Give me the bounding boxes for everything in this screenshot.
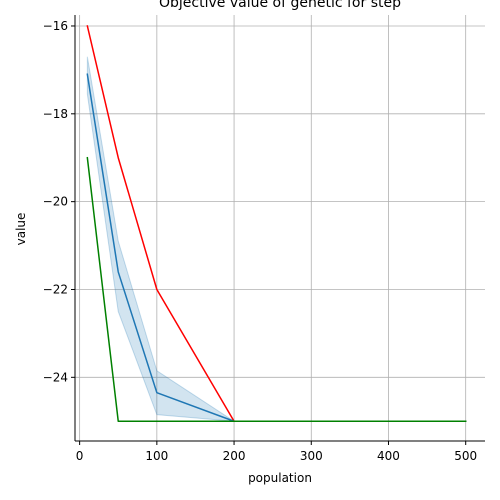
grid bbox=[75, 15, 485, 441]
y-axis-label: value bbox=[14, 213, 28, 246]
x-tick-label: 100 bbox=[145, 449, 168, 463]
series-layer bbox=[86, 25, 467, 422]
x-tick-label: 200 bbox=[223, 449, 246, 463]
confidence-band bbox=[86, 56, 466, 422]
y-tick-label: −16 bbox=[43, 19, 68, 33]
tick-labels: 0 100 200 300 400 500 −16 −18 −20 −22 −24 bbox=[43, 19, 477, 463]
confidence-band-layer bbox=[86, 56, 466, 422]
x-tick-label: 500 bbox=[454, 449, 477, 463]
x-tick-label: 0 bbox=[76, 449, 84, 463]
y-tick-label: −24 bbox=[43, 370, 68, 384]
y-tick-label: −20 bbox=[43, 195, 68, 209]
y-tick-label: −22 bbox=[43, 282, 68, 296]
x-tick-label: 400 bbox=[377, 449, 400, 463]
series-line-min bbox=[86, 156, 467, 422]
axes bbox=[71, 15, 485, 445]
chart-title: Objective value of genetic for step bbox=[159, 0, 401, 11]
x-axis-label: population bbox=[248, 471, 312, 485]
y-tick-label: −18 bbox=[43, 107, 68, 121]
x-tick-label: 300 bbox=[300, 449, 323, 463]
